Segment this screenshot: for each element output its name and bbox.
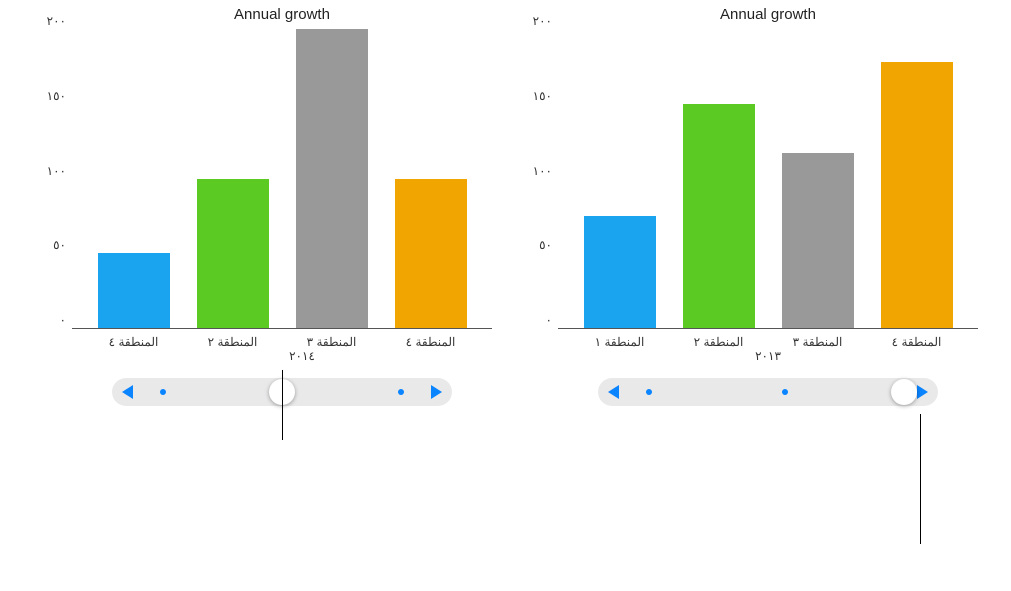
x-axis-labels: المنطقة ١ المنطقة ٢ المنطقة ٣ المنطقة ٤ xyxy=(558,329,978,349)
bars xyxy=(72,29,492,328)
y-tick-label: ٢٠٠ xyxy=(506,14,552,28)
slider-stop-dot xyxy=(160,389,166,395)
y-tick-label: ٥٠ xyxy=(20,238,66,252)
x-label: المنطقة ٣ xyxy=(296,335,368,349)
y-tick-label: ٠ xyxy=(20,313,66,327)
data-set-slider[interactable] xyxy=(598,377,938,407)
plot-area: ٠ ٥٠ ١٠٠ ١٥٠ ٢٠٠ xyxy=(72,29,492,329)
chart-left: Annual growth ٠ ٥٠ ١٠٠ ١٥٠ ٢٠٠ المنطقة ٤… xyxy=(72,0,492,407)
chart-title: Annual growth xyxy=(558,0,978,29)
x-label: المنطقة ٤ xyxy=(395,335,467,349)
x-label: المنطقة ٢ xyxy=(683,335,755,349)
bar xyxy=(584,216,656,328)
y-tick-label: ١٥٠ xyxy=(20,89,66,103)
y-tick-label: ١٠٠ xyxy=(506,164,552,178)
slider-knob[interactable] xyxy=(891,379,917,405)
bar xyxy=(395,179,467,329)
chart-title: Annual growth xyxy=(72,0,492,29)
x-label: المنطقة ٤ xyxy=(98,335,170,349)
bar xyxy=(197,179,269,329)
y-tick-label: ٠ xyxy=(506,313,552,327)
slider-prev-icon[interactable] xyxy=(122,385,133,399)
x-label: المنطقة ٣ xyxy=(782,335,854,349)
slider-next-icon[interactable] xyxy=(917,385,928,399)
bar xyxy=(683,104,755,328)
chart-right: Annual growth ٠ ٥٠ ١٠٠ ١٥٠ ٢٠٠ المنطقة ١… xyxy=(558,0,978,407)
slider-stop-dot xyxy=(398,389,404,395)
y-tick-label: ٢٠٠ xyxy=(20,14,66,28)
bar xyxy=(881,62,953,328)
x-label: المنطقة ٤ xyxy=(881,335,953,349)
slider-stop-dot xyxy=(646,389,652,395)
slider-prev-icon[interactable] xyxy=(608,385,619,399)
canvas: Annual growth ٠ ٥٠ ١٠٠ ١٥٠ ٢٠٠ المنطقة ٤… xyxy=(0,0,1011,591)
bars xyxy=(558,29,978,328)
slider-next-icon[interactable] xyxy=(431,385,442,399)
callout-line xyxy=(282,370,283,440)
x-axis-labels: المنطقة ٤ المنطقة ٢ المنطقة ٣ المنطقة ٤ xyxy=(72,329,492,349)
plot-area: ٠ ٥٠ ١٠٠ ١٥٠ ٢٠٠ xyxy=(558,29,978,329)
slider-stop-dot xyxy=(782,389,788,395)
x-sub-label: ٢٠١٤ xyxy=(72,349,492,363)
y-tick-label: ٥٠ xyxy=(506,238,552,252)
x-label: المنطقة ١ xyxy=(584,335,656,349)
x-sub-label: ٢٠١٣ xyxy=(558,349,978,363)
y-axis: ٠ ٥٠ ١٠٠ ١٥٠ ٢٠٠ xyxy=(20,29,66,328)
bar xyxy=(782,153,854,328)
y-tick-label: ١٥٠ xyxy=(506,89,552,103)
y-tick-label: ١٠٠ xyxy=(20,164,66,178)
bar xyxy=(296,29,368,328)
y-axis: ٠ ٥٠ ١٠٠ ١٥٠ ٢٠٠ xyxy=(506,29,552,328)
bar xyxy=(98,253,170,328)
x-label: المنطقة ٢ xyxy=(197,335,269,349)
callout-line xyxy=(920,414,921,544)
